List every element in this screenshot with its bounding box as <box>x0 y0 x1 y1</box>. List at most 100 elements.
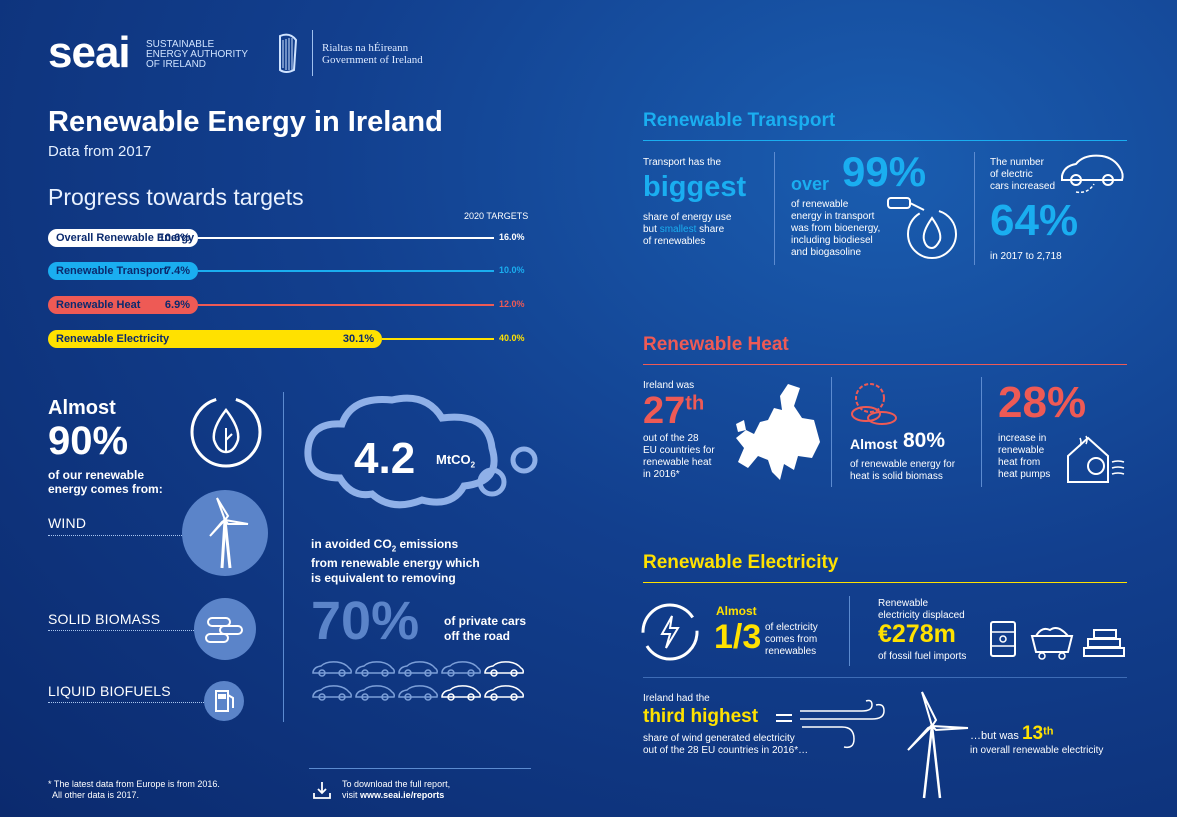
target-value-2: 10.0% <box>499 265 525 275</box>
heat-c1-line4: renewable heat <box>643 457 712 468</box>
transport-divider-1 <box>774 152 775 265</box>
electricity-c4-prefix: …but was <box>970 730 1022 742</box>
wood-pellets-icon <box>205 617 243 643</box>
co2-desc-a: in avoided CO <box>311 537 392 551</box>
wind-leader-line <box>48 535 182 536</box>
electricity-c1-almost: Almost <box>716 604 757 618</box>
electric-car-icon <box>1061 154 1124 194</box>
car-icon <box>398 685 438 701</box>
electricity-c1-line1: of electricity <box>765 622 818 633</box>
download-line1: To download the full report, <box>342 779 451 789</box>
heat-c2-almost: Almost <box>850 436 898 452</box>
heat-c2-desc: of renewable energy for heat is solid bi… <box>850 459 955 483</box>
target-line-2 <box>198 270 494 272</box>
co2-unit: MtCO2 <box>436 452 475 470</box>
co2-desc-line1: in avoided CO2 emissions <box>311 537 480 556</box>
biofuel-nozzle-icon <box>887 197 957 259</box>
electricity-c4-line1: in overall renewable electricity <box>970 745 1104 756</box>
transport-c3-line1: The number <box>990 157 1044 168</box>
co2-unit-sub: 2 <box>470 460 476 470</box>
heat-c1-desc: out of the 28 EU countries for renewable… <box>643 433 715 481</box>
electricity-c1-fraction: 1/3 <box>714 618 762 656</box>
progress-bar-2: Renewable Transport 7.4% <box>48 262 198 280</box>
progress-bar-value: 10.6% <box>158 232 190 244</box>
cars-desc-line1: of private cars <box>444 614 527 628</box>
wind-gust-icon <box>776 699 885 749</box>
renewable-power-icon <box>641 603 699 661</box>
transport-c3-line4: in 2017 to 2,718 <box>990 251 1062 262</box>
progress-bar-label: Renewable Transport <box>56 265 168 277</box>
electricity-c1-line2: comes from <box>765 634 818 645</box>
heat-c3-line3: heat from <box>998 457 1041 468</box>
coal-cart-icon <box>1030 627 1074 660</box>
car-icon <box>398 661 438 677</box>
heat-c2-big: 80% <box>903 429 946 452</box>
sources-description: of our renewable energy comes from: <box>48 468 163 496</box>
electricity-c2-top: Renewable electricity displaced <box>878 598 965 622</box>
co2-desc-line2: from renewable energy which <box>311 556 480 571</box>
heat-c1-sup: th <box>685 392 705 415</box>
page-subtitle: Data from 2017 <box>48 143 152 160</box>
car-icon <box>484 685 524 701</box>
footer-divider <box>309 768 531 769</box>
heat-c2-line1: of renewable energy for <box>850 459 956 470</box>
download-line2: visit www.seai.ie/reports <box>342 790 450 801</box>
co2-cloud-icon <box>304 394 538 509</box>
car-icon <box>484 661 524 677</box>
progress-bar-label: Renewable Electricity <box>56 333 170 345</box>
source-wind-label: WIND <box>48 515 87 531</box>
progress-bar-label: Renewable Heat <box>56 299 141 311</box>
heat-rule <box>643 364 1127 365</box>
download-link[interactable]: www.seai.ie/reports <box>360 790 445 800</box>
electricity-c2-line3: of fossil fuel imports <box>878 651 967 662</box>
heat-c3-line4: heat pumps <box>998 469 1051 480</box>
car-icon <box>441 685 481 701</box>
target-value-1: 16.0% <box>499 232 525 242</box>
co2-desc-line3: is equivalent to removing <box>311 571 456 586</box>
co2-description: in avoided CO2 emissions from renewable … <box>311 537 480 586</box>
transport-c1-desc: share of energy use but smallest share o… <box>643 212 731 248</box>
target-line-3 <box>198 304 494 306</box>
transport-c2-line3: was from bioenergy, <box>791 223 881 234</box>
car-icon <box>355 661 395 677</box>
electricity-c1-desc: of electricity comes from renewables <box>765 622 818 658</box>
cars-desc-line2: off the road <box>444 629 510 643</box>
progress-bar-3: Renewable Heat 6.9% <box>48 296 198 314</box>
biofuels-leader-line <box>48 702 204 703</box>
progress-bar-4: Renewable Electricity 30.1% <box>48 330 383 348</box>
targets-label: 2020 TARGETS <box>464 211 529 221</box>
car-icon <box>355 685 395 701</box>
sources-percent: 90% <box>48 419 129 463</box>
transport-c1-line3: but smallest share <box>643 224 731 236</box>
progress-bar-value: 30.1% <box>342 333 375 345</box>
seai-logo: seai <box>48 28 131 77</box>
progress-bar-value: 6.9% <box>164 299 190 311</box>
seai-logo-subtitle: SUSTAINABLE ENERGY AUTHORITY OF IRELAND <box>146 39 248 70</box>
biomass-circle <box>194 598 256 660</box>
electricity-title: Renewable Electricity <box>643 552 839 573</box>
transport-c2-line4: including biodiesel <box>791 235 873 246</box>
transport-c3-desc: The number of electric cars increased <box>990 157 1055 193</box>
footer-note: * The latest data from Europe is from 20… <box>48 779 220 801</box>
co2-unit-text: MtCO <box>436 452 471 467</box>
electricity-c2-big: €278m <box>878 620 956 648</box>
target-line-4 <box>382 338 494 340</box>
heat-c3-line1: increase in <box>998 433 1047 444</box>
page-title: Renewable Energy in Ireland <box>48 106 443 138</box>
transport-c1-line2: share of energy use <box>643 212 732 223</box>
transport-c2-line2: energy in transport <box>791 211 875 222</box>
heat-c1-big: 27th <box>643 390 704 433</box>
fossil-fuel-icons <box>990 621 1125 660</box>
electricity-c4-top: …but was 13th <box>970 723 1054 745</box>
sources-almost: Almost <box>48 397 116 419</box>
electricity-c4-sup: th <box>1043 725 1054 738</box>
transport-c2-line5: and biogasoline <box>791 247 862 258</box>
electricity-c3-line2: share of wind generated electricity <box>643 733 795 744</box>
download-icon[interactable] <box>312 780 332 800</box>
target-value-4: 40.0% <box>499 333 525 343</box>
cars-description: of private cars off the road <box>444 614 526 644</box>
bioenergy-cycle-icon <box>190 396 262 468</box>
heat-c3-line2: renewable <box>998 445 1045 456</box>
heat-divider-2 <box>981 377 982 487</box>
electricity-c2-line2: electricity displaced <box>878 610 965 621</box>
